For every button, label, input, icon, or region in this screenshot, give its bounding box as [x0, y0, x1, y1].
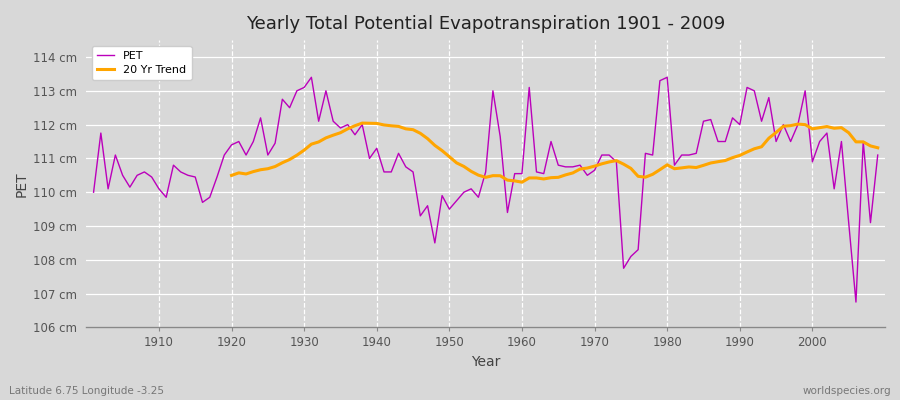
- Text: worldspecies.org: worldspecies.org: [803, 386, 891, 396]
- Legend: PET, 20 Yr Trend: PET, 20 Yr Trend: [92, 46, 192, 80]
- PET: [517, 171, 527, 176]
- PET: [611, 159, 622, 164]
- Line: 20 Yr Trend: 20 Yr Trend: [231, 123, 878, 182]
- Y-axis label: PET: PET: [15, 171, 29, 196]
- 20 Yr Trend: [349, 123, 360, 128]
- PET: [872, 153, 883, 158]
- X-axis label: Year: Year: [471, 355, 500, 369]
- 20 Yr Trend: [509, 178, 520, 183]
- PET: [147, 175, 158, 180]
- PET: [88, 190, 99, 195]
- Text: Latitude 6.75 Longitude -3.25: Latitude 6.75 Longitude -3.25: [9, 386, 164, 396]
- PET: [306, 75, 317, 80]
- PET: [356, 122, 367, 127]
- PET: [524, 85, 535, 90]
- 20 Yr Trend: [872, 145, 883, 150]
- PET: [313, 119, 324, 124]
- 20 Yr Trend: [517, 180, 527, 184]
- 20 Yr Trend: [604, 160, 615, 164]
- 20 Yr Trend: [306, 142, 317, 146]
- PET: [850, 300, 861, 304]
- Line: PET: PET: [94, 77, 878, 302]
- Title: Yearly Total Potential Evapotranspiration 1901 - 2009: Yearly Total Potential Evapotranspiratio…: [246, 15, 725, 33]
